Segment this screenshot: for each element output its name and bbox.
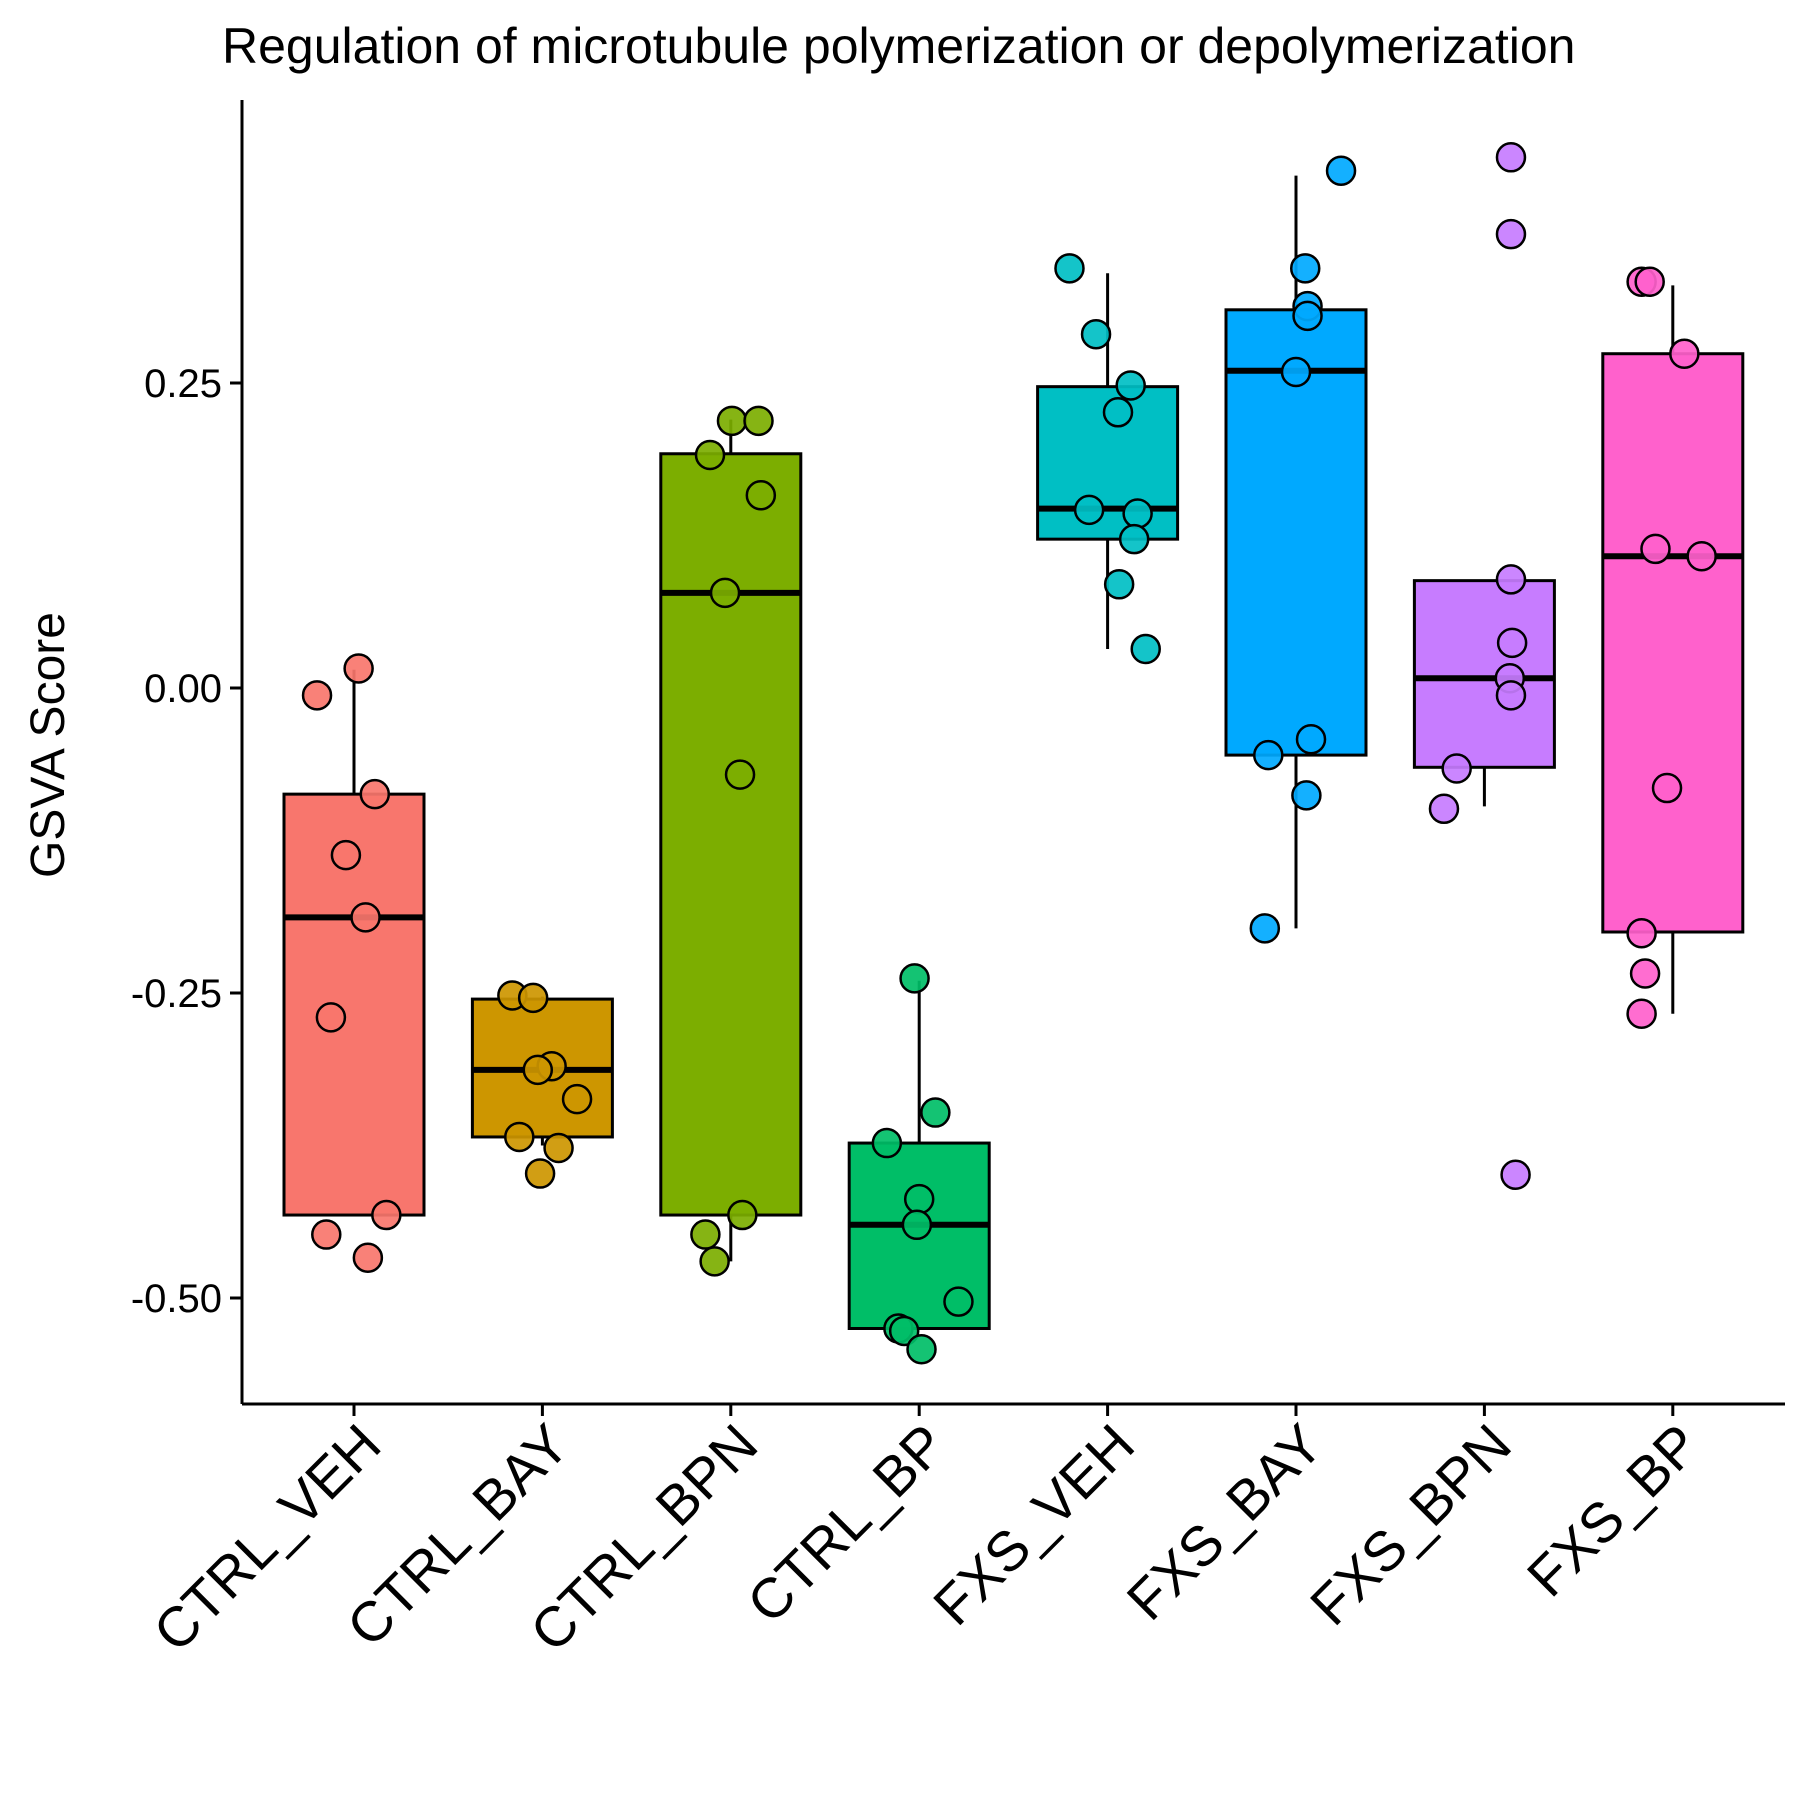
data-point-FXS_VEH	[1115, 370, 1146, 401]
box-CTRL_BPN	[659, 452, 803, 1217]
data-point-CTRL_VEH	[315, 1002, 347, 1033]
data-point-CTRL_BP	[943, 1286, 974, 1317]
data-point-CTRL_BP	[920, 1097, 951, 1128]
data-point-CTRL_VEH	[311, 1219, 342, 1250]
data-point-FXS_VEH	[1054, 253, 1085, 284]
data-point-FXS_BPN	[1441, 753, 1472, 784]
data-point-FXS_BAY	[1325, 155, 1357, 186]
data-point-FXS_BP	[1626, 998, 1657, 1029]
data-point-FXS_BPN	[1495, 680, 1527, 711]
data-point-CTRL_BPN	[716, 405, 748, 437]
data-point-FXS_BAY	[1289, 253, 1321, 284]
data-point-FXS_BPN	[1500, 1159, 1531, 1191]
data-point-CTRL_BAY	[517, 982, 549, 1014]
data-point-FXS_VEH	[1118, 523, 1150, 555]
data-point-FXS_VEH	[1122, 498, 1153, 529]
data-point-FXS_BAY	[1280, 356, 1312, 388]
x-tick-label: FXS_VEH	[921, 1412, 1146, 1637]
data-point-CTRL_BAY	[524, 1158, 556, 1189]
data-point-FXS_VEH	[1080, 318, 1112, 350]
data-point-CTRL_VEH	[352, 1242, 384, 1273]
data-point-FXS_BP	[1629, 958, 1661, 989]
data-point-FXS_VEH	[1102, 397, 1134, 428]
data-point-CTRL_BP	[888, 1315, 920, 1347]
data-point-CTRL_VEH	[359, 778, 391, 810]
data-point-CTRL_BAY	[522, 1054, 554, 1086]
data-point-FXS_BPN	[1495, 218, 1527, 250]
data-point-CTRL_BPN	[690, 1219, 721, 1250]
data-point-FXS_BP	[1634, 266, 1665, 297]
data-point-CTRL_VEH	[330, 839, 362, 871]
data-point-CTRL_VEH	[301, 680, 333, 711]
data-point-CTRL_BPN	[699, 1246, 730, 1277]
data-point-CTRL_BPN	[694, 439, 726, 471]
data-point-CTRL_BPN	[724, 759, 756, 790]
data-point-FXS_BPN	[1495, 142, 1527, 173]
data-point-FXS_BP	[1651, 772, 1683, 804]
data-point-FXS_BAY	[1291, 780, 1322, 811]
y-tick-label: -0.25	[131, 972, 222, 1016]
x-tick-label: FXS_BP	[1515, 1412, 1711, 1608]
data-point-FXS_VEH	[1130, 633, 1161, 665]
x-tick-label: FXS_BPN	[1298, 1412, 1523, 1637]
box-FXS_BP	[1601, 352, 1745, 934]
data-point-FXS_BP	[1686, 540, 1717, 572]
x-tick-label: FXS_BAY	[1115, 1412, 1335, 1632]
data-point-CTRL_VEH	[350, 902, 381, 933]
data-point-FXS_BAY	[1249, 913, 1281, 944]
data-point-FXS_BPN	[1428, 793, 1460, 825]
box-FXS_BPN	[1412, 579, 1556, 769]
data-point-CTRL_BAY	[504, 1121, 535, 1153]
data-point-CTRL_BAY	[543, 1132, 574, 1164]
chart-title: Regulation of microtubule polymerization…	[222, 18, 1575, 74]
x-tick-label: CTRL_BP	[735, 1412, 958, 1635]
y-tick-label: -0.50	[131, 1277, 222, 1321]
data-point-CTRL_BP	[906, 1333, 937, 1365]
data-point-FXS_BAY	[1292, 300, 1323, 332]
data-point-FXS_BP	[1669, 338, 1700, 369]
data-point-CTRL_BPN	[709, 577, 741, 609]
data-point-CTRL_BPN	[743, 405, 774, 437]
data-point-CTRL_BP	[901, 1209, 933, 1241]
data-point-FXS_VEH	[1073, 494, 1105, 526]
data-point-CTRL_BP	[903, 1183, 935, 1215]
data-point-CTRL_BP	[871, 1127, 903, 1159]
data-point-FXS_BAY	[1295, 723, 1327, 755]
data-point-CTRL_BAY	[561, 1083, 593, 1115]
data-point-CTRL_BPN	[727, 1199, 758, 1231]
data-point-CTRL_VEH	[343, 653, 374, 684]
y-tick-label: 0.25	[144, 362, 222, 406]
data-point-FXS_BP	[1626, 917, 1657, 949]
data-point-FXS_BP	[1640, 533, 1671, 565]
data-point-CTRL_BPN	[745, 479, 777, 511]
data-point-CTRL_VEH	[371, 1199, 402, 1231]
y-tick-label: 0.00	[144, 667, 222, 711]
plot-area: 0.250.00-0.25-0.50CTRL_VEHCTRL_BAYCTRL_B…	[131, 100, 1785, 1663]
data-point-FXS_BPN	[1495, 564, 1527, 595]
data-point-FXS_BPN	[1496, 627, 1528, 659]
data-point-FXS_BAY	[1253, 739, 1284, 771]
data-point-FXS_VEH	[1103, 569, 1135, 600]
data-point-CTRL_BP	[899, 963, 930, 994]
y-axis-label: GSVA Score	[22, 612, 75, 878]
